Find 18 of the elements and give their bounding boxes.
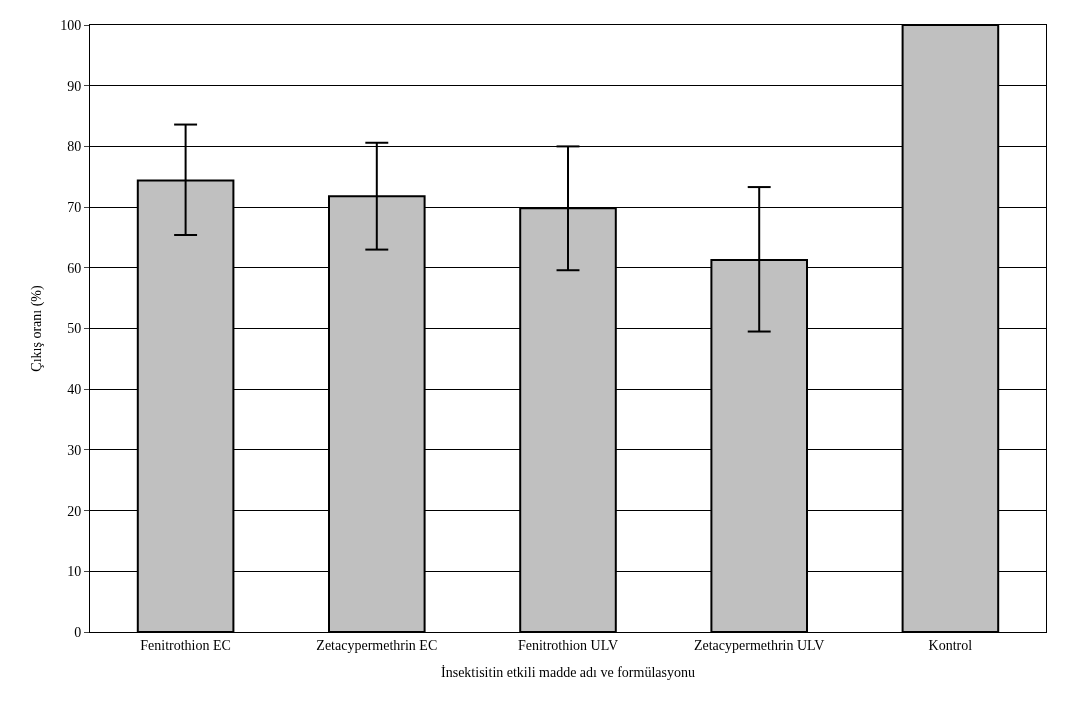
y-tick-label: 100 <box>60 17 82 33</box>
y-tick-label: 0 <box>74 624 82 640</box>
y-tick-label: 20 <box>67 503 82 519</box>
y-tick-label: 10 <box>67 564 82 580</box>
x-tick-label: Fenitrothion EC <box>140 637 231 653</box>
y-tick-label: 90 <box>67 78 82 94</box>
x-tick-label: Kontrol <box>928 637 973 653</box>
y-tick-label: 30 <box>67 442 82 458</box>
x-axis-title: İnsektisitin etkili madde adı ve formülasyonu <box>441 665 695 681</box>
x-tick-label: Zetacypermethrin ULV <box>693 637 825 653</box>
x-tick-label: Fenitrothion ULV <box>517 637 619 653</box>
y-tick-label: 80 <box>67 139 82 155</box>
x-tick-label: Zetacypermethrin EC <box>316 637 438 653</box>
y-tick-label: 70 <box>67 200 82 215</box>
y-tick-label: 40 <box>67 382 82 398</box>
y-axis-title: Çıkış oranı (%) <box>28 285 45 372</box>
y-tick-label: 60 <box>67 260 82 276</box>
y-tick-label: 50 <box>67 321 82 337</box>
